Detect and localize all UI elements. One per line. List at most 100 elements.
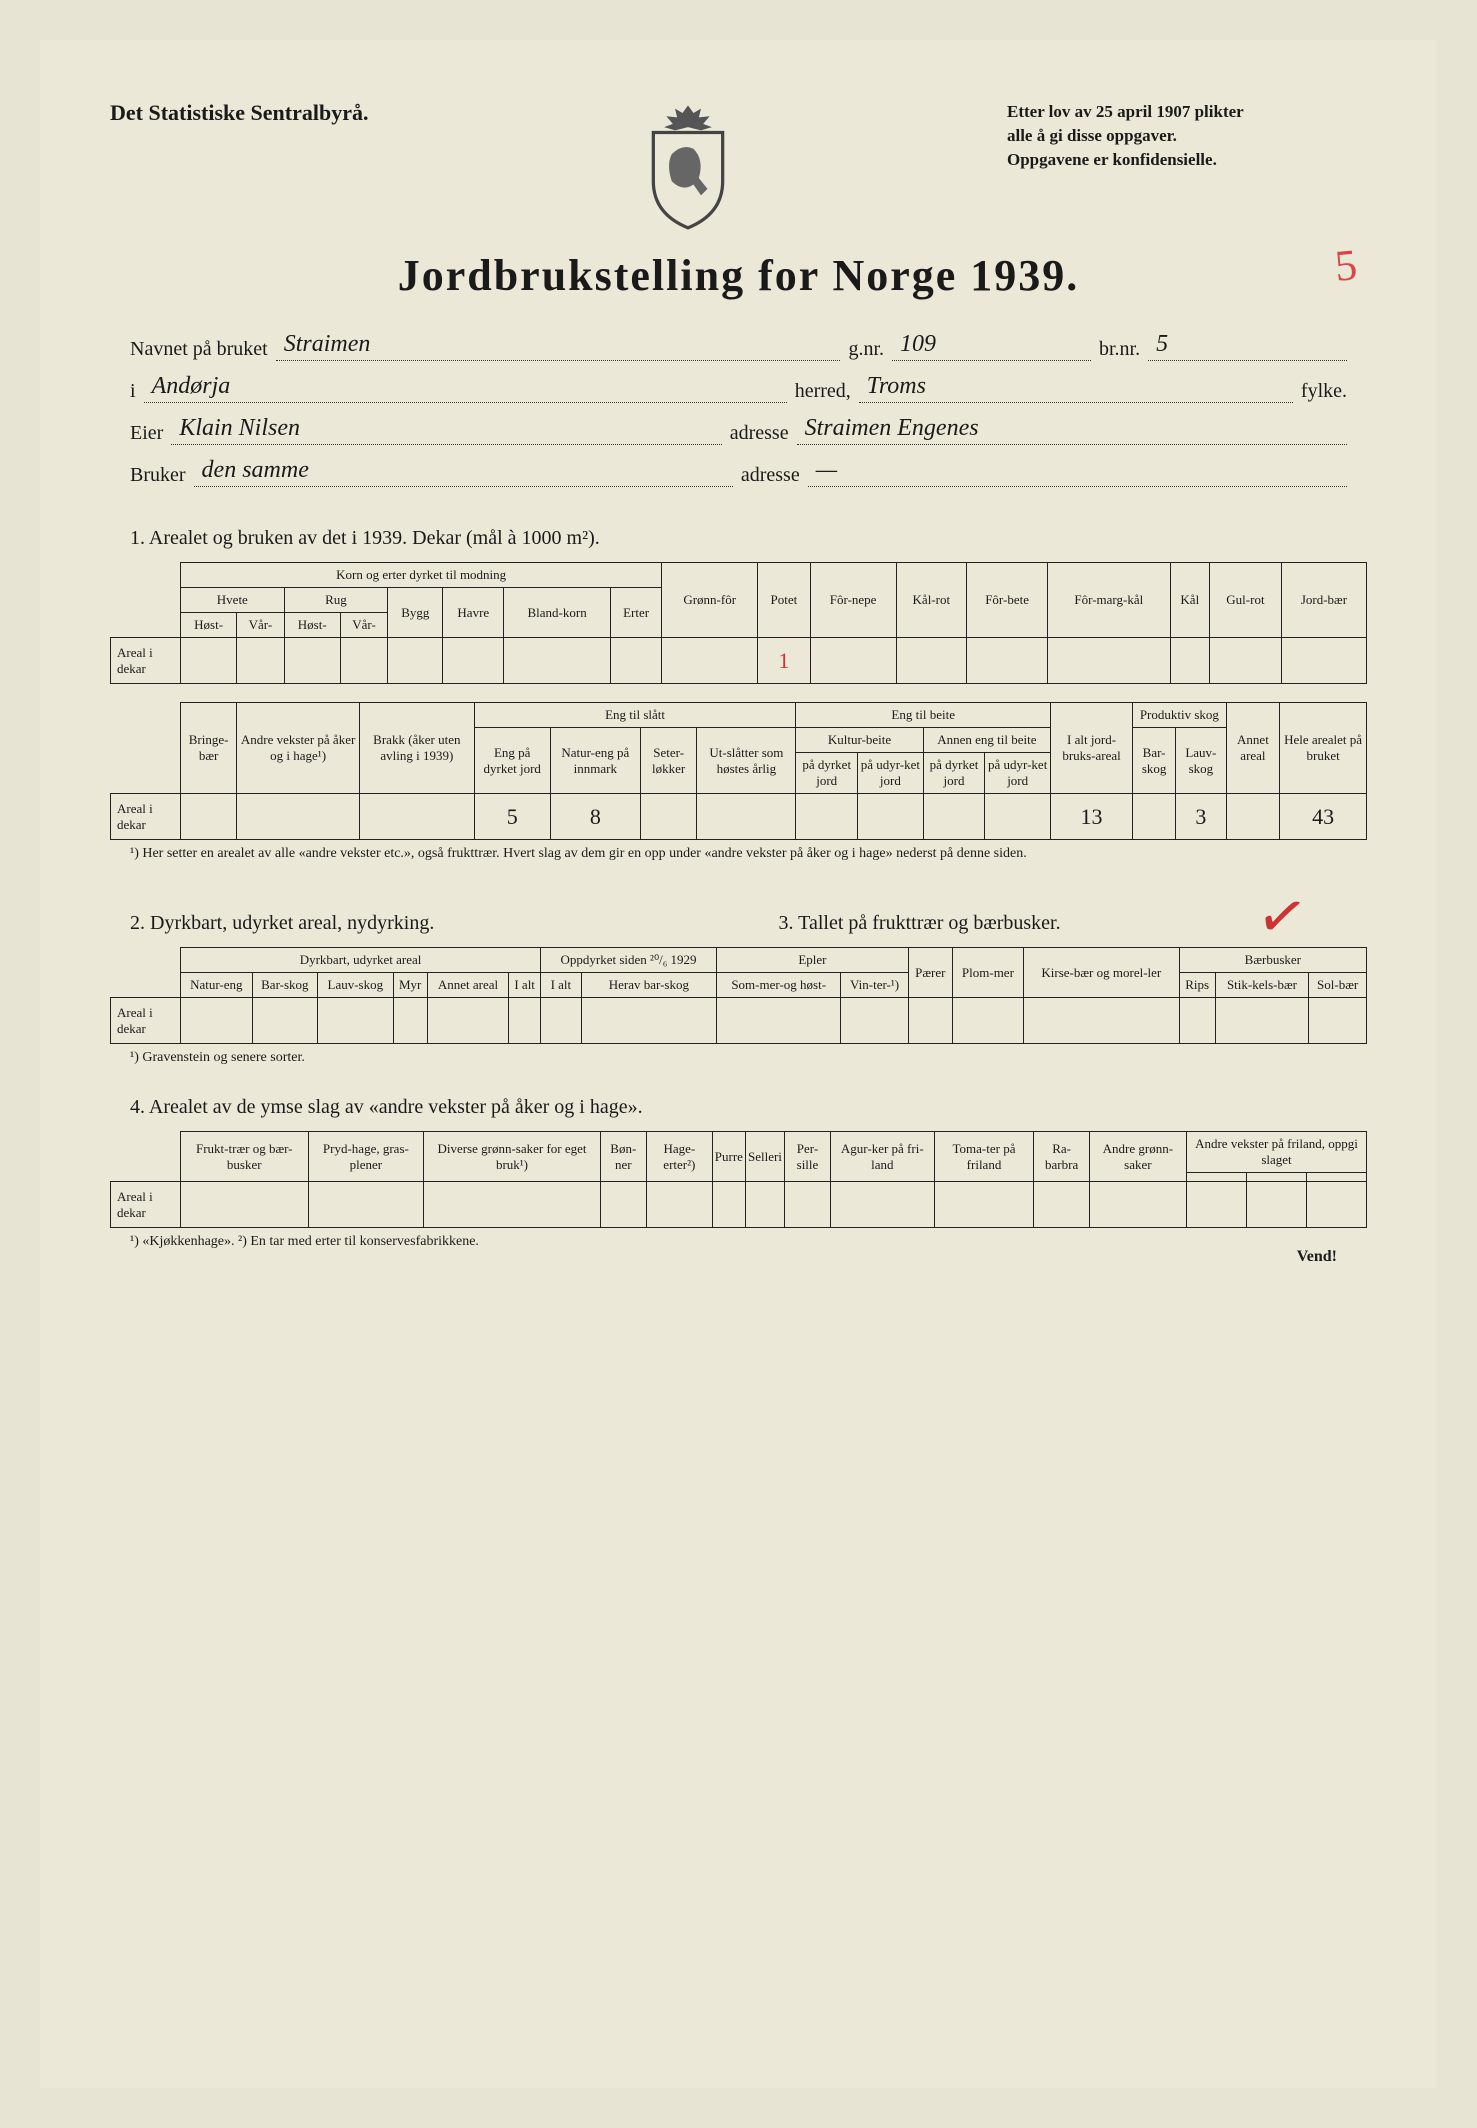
table1b: Bringe-bær Andre vekster på åker og i ha… bbox=[110, 702, 1367, 840]
hele-val: 43 bbox=[1280, 794, 1367, 840]
gronnfor: Grønn-fôr bbox=[662, 563, 758, 638]
bringebaer: Bringe-bær bbox=[181, 703, 237, 794]
blandkorn: Bland-korn bbox=[504, 588, 611, 638]
hvete: Hvete bbox=[181, 588, 285, 613]
s3-vinter: Vin-ter-¹) bbox=[841, 973, 908, 998]
eier-label: Eier bbox=[130, 422, 163, 445]
ialt-val: 13 bbox=[1051, 794, 1133, 840]
host1: Høst- bbox=[181, 613, 237, 638]
s4-andregronn: Andre grønn-saker bbox=[1089, 1132, 1186, 1182]
forbete: Fôr-bete bbox=[967, 563, 1048, 638]
host2: Høst- bbox=[284, 613, 340, 638]
paerer: Pærer bbox=[908, 948, 952, 998]
hele-arealet: Hele arealet på bruket bbox=[1280, 703, 1367, 794]
brakk: Brakk (åker uten avling i 1939) bbox=[359, 703, 474, 794]
gulrot: Gul-rot bbox=[1210, 563, 1282, 638]
erter: Erter bbox=[610, 588, 661, 638]
andrevekster: Andre vekster på åker og i hage¹) bbox=[237, 703, 360, 794]
s4-selleri: Selleri bbox=[745, 1132, 784, 1182]
form-title: Jordbrukstelling for Norge 1939. bbox=[110, 250, 1367, 301]
bygg: Bygg bbox=[388, 588, 443, 638]
pa-dyrket2: på dyrket jord bbox=[923, 753, 985, 794]
farm-name-label: Navnet på bruket bbox=[130, 338, 268, 361]
vend-label: Vend! bbox=[1297, 1248, 1337, 1270]
fylke-value: Troms bbox=[859, 373, 1293, 403]
seterlokker: Seter-løkker bbox=[640, 728, 696, 794]
identity-fields: Navnet på bruket Straimen g.nr. 109 br.n… bbox=[130, 331, 1347, 487]
s4-purre: Purre bbox=[712, 1132, 745, 1182]
bruker-value: den samme bbox=[194, 457, 733, 487]
s3-rips: Rips bbox=[1179, 973, 1215, 998]
lauvskog: Lauv-skog bbox=[1176, 728, 1227, 794]
epler-hdr: Epler bbox=[717, 948, 909, 973]
s2-herav: Herav bar-skog bbox=[581, 973, 716, 998]
s2-lauvskog: Lauv-skog bbox=[318, 973, 394, 998]
pa-udyrket2: på udyr-ket jord bbox=[985, 753, 1051, 794]
section2-title: 2. Dyrkbart, udyrket areal, nydyrking. bbox=[130, 912, 699, 935]
bruker-label: Bruker bbox=[130, 464, 186, 487]
pa-udyrket1: på udyr-ket jord bbox=[858, 753, 924, 794]
header: Det Statistiske Sentralbyrå. Etter lov a… bbox=[110, 100, 1367, 230]
s2-myr: Myr bbox=[393, 973, 427, 998]
law-notice: Etter lov av 25 april 1907 plikter alle … bbox=[1007, 100, 1367, 171]
gnr-label: g.nr. bbox=[848, 338, 884, 361]
law-line1: Etter lov av 25 april 1907 plikter bbox=[1007, 100, 1367, 124]
kirsebaer: Kirse-bær og morel-ler bbox=[1023, 948, 1179, 998]
table23: Dyrkbart, udyrket areal Oppdyrket siden … bbox=[110, 947, 1367, 1044]
var2: Vår- bbox=[340, 613, 387, 638]
eng-slaatt: Eng til slått bbox=[474, 703, 796, 728]
anneneng: Annen eng til beite bbox=[923, 728, 1050, 753]
adresse-label-1: adresse bbox=[730, 422, 789, 445]
barskog: Bar-skog bbox=[1133, 728, 1176, 794]
bruker-adresse-value: — bbox=[808, 457, 1347, 487]
s4-bonner: Bøn-ner bbox=[600, 1132, 646, 1182]
i-label: i bbox=[130, 380, 136, 403]
baerbusker-hdr: Bærbusker bbox=[1179, 948, 1366, 973]
s3-solbaer: Sol-bær bbox=[1309, 973, 1367, 998]
dyrkbart-hdr: Dyrkbart, udyrket areal bbox=[181, 948, 541, 973]
s4-hageerter: Hage-erter²) bbox=[646, 1132, 712, 1182]
s4-diverse: Diverse grønn-saker for eget bruk¹) bbox=[424, 1132, 601, 1182]
brnr-label: br.nr. bbox=[1099, 338, 1140, 361]
herred-label: herred, bbox=[795, 380, 851, 403]
table4: Frukt-trær og bær-busker Pryd-hage, gras… bbox=[110, 1131, 1367, 1228]
s4-tomater: Toma-ter på friland bbox=[934, 1132, 1034, 1182]
utslatter: Ut-slåtter som høstes årlig bbox=[697, 728, 796, 794]
annet-areal: Annet areal bbox=[1226, 703, 1280, 794]
brnr-value: 5 bbox=[1148, 331, 1347, 361]
rug: Rug bbox=[284, 588, 388, 613]
korn-header: Korn og erter dyrket til modning bbox=[181, 563, 662, 588]
law-line2: alle å gi disse oppgaver. bbox=[1007, 124, 1367, 148]
prodskog: Produktiv skog bbox=[1133, 703, 1227, 728]
footnote-4: ¹) «Kjøkkenhage». ²) En tar med erter ti… bbox=[130, 1234, 479, 1250]
gnr-value: 109 bbox=[892, 331, 1091, 361]
jordbaer: Jord-bær bbox=[1281, 563, 1366, 638]
s2-ialt: I alt bbox=[509, 973, 541, 998]
farm-name-value: Straimen bbox=[276, 331, 841, 361]
var1: Vår- bbox=[237, 613, 284, 638]
eng-beite: Eng til beite bbox=[796, 703, 1051, 728]
s3-stikkels: Stik-kels-bær bbox=[1215, 973, 1309, 998]
lauv-val: 3 bbox=[1176, 794, 1227, 840]
coat-of-arms-icon bbox=[633, 100, 743, 230]
natureng: Natur-eng på innmark bbox=[550, 728, 640, 794]
footnote-2: ¹) Gravenstein og senere sorter. bbox=[130, 1050, 1347, 1066]
havre: Havre bbox=[443, 588, 504, 638]
natur-val: 8 bbox=[550, 794, 640, 840]
areal-label-2: Areal i dekar bbox=[111, 794, 181, 840]
pa-dyrket1: på dyrket jord bbox=[796, 753, 858, 794]
s2-barskog: Bar-skog bbox=[252, 973, 317, 998]
s4-frukt: Frukt-trær og bær-busker bbox=[181, 1132, 309, 1182]
s4-agurker: Agur-ker på fri-land bbox=[831, 1132, 934, 1182]
fornepe: Fôr-nepe bbox=[810, 563, 896, 638]
eier-adresse-value: Straimen Engenes bbox=[797, 415, 1347, 445]
eng-val: 5 bbox=[474, 794, 550, 840]
section1-title: 1. Arealet og bruken av det i 1939. Deka… bbox=[130, 527, 1347, 550]
s4-prydhage: Pryd-hage, gras-plener bbox=[308, 1132, 424, 1182]
plommer: Plom-mer bbox=[952, 948, 1023, 998]
areal-label-4: Areal i dekar bbox=[111, 1182, 181, 1228]
formargkal: Fôr-marg-kål bbox=[1048, 563, 1171, 638]
oppdyrket-hdr: Oppdyrket siden ²⁰/₆ 1929 bbox=[541, 948, 717, 973]
s2-natureng: Natur-eng bbox=[181, 973, 253, 998]
ialt-jordbruk: I alt jord-bruks-areal bbox=[1051, 703, 1133, 794]
